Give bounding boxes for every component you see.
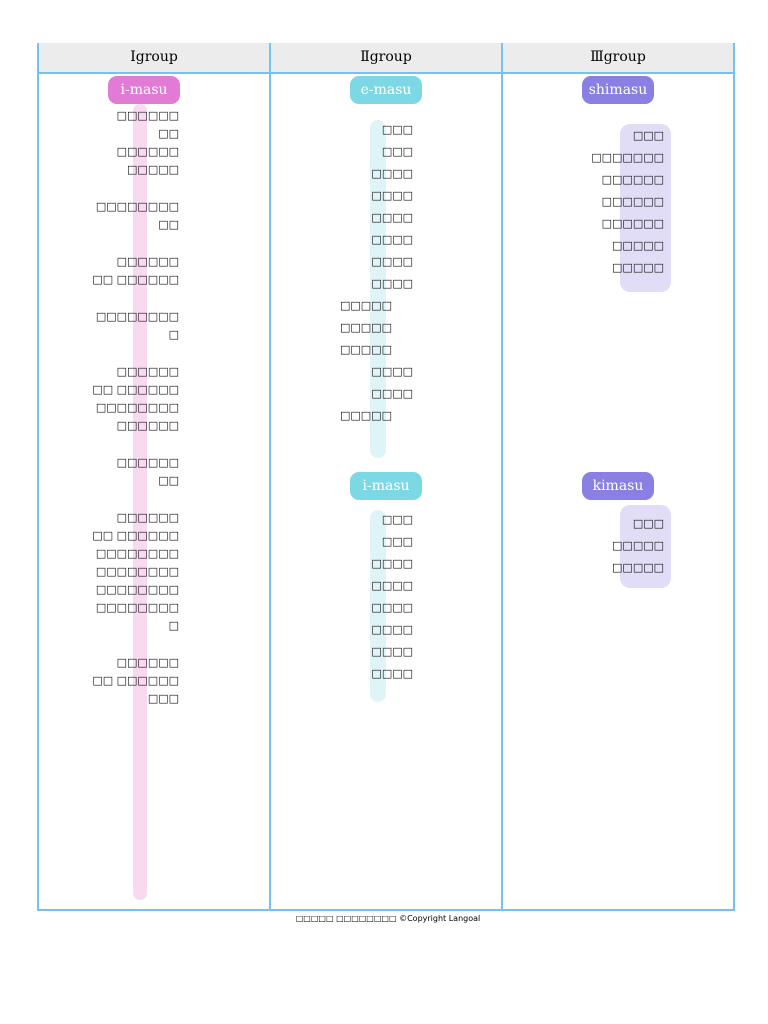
item-text: □□□□□□ (601, 217, 664, 230)
section-label: shimasu (582, 76, 654, 104)
item-text: □□□□ (371, 211, 413, 224)
item-text: □□□□□□ (116, 255, 179, 268)
item-text: □□□□ (371, 557, 413, 570)
item-text: □□□□□□ (116, 511, 179, 524)
item-text: □□□ (381, 145, 413, 158)
item-text: □□□□□ (127, 163, 179, 176)
column-header: Igroup (39, 43, 269, 74)
item-text: □□□ (381, 535, 413, 548)
item-text: □□ (158, 127, 179, 140)
item-text: □□□□□□ (601, 195, 664, 208)
item-text: □□□□□□ (116, 656, 179, 669)
item-text: □□□□□□□□ (95, 401, 179, 414)
item-text: □□□□ (371, 667, 413, 680)
item-text: □□□□□□□□ (95, 601, 179, 614)
item-text: □□□ (381, 123, 413, 136)
item-text: □□□□ (371, 233, 413, 246)
item-text: □□□ (632, 129, 664, 142)
item-text: □□□□□ (340, 321, 392, 334)
item-text: □□□□ (371, 579, 413, 592)
item-text: □□□□ (371, 645, 413, 658)
section-label: i-masu (108, 76, 180, 104)
item-text: □□□□ (371, 277, 413, 290)
item-text: □□□□□ (340, 343, 392, 356)
item-text: □□□□ (371, 601, 413, 614)
section-label: i-masu (350, 472, 422, 500)
item-text: □□□□□ (612, 239, 664, 252)
section-label: kimasu (582, 472, 654, 500)
item-text: □□□□ (371, 623, 413, 636)
item-text: □□□□□ (340, 409, 392, 422)
item-text: □ (168, 328, 179, 341)
item-text: □□□□ (371, 365, 413, 378)
item-text: □□□□ (371, 189, 413, 202)
item-text: □□□□ (371, 387, 413, 400)
section-label: e-masu (350, 76, 422, 104)
item-text: □□□□□□ (116, 145, 179, 158)
item-text: □□ (158, 218, 179, 231)
item-text: □ (168, 619, 179, 632)
highlight-bar (370, 120, 386, 458)
item-text: □□□□ (371, 167, 413, 180)
item-text: □□ □□□□□□ (92, 674, 179, 687)
highlight-bar (370, 510, 386, 702)
item-text: □□□□□ (612, 561, 664, 574)
column-header: Ⅱgroup (271, 43, 501, 74)
item-text: □□□ (381, 513, 413, 526)
item-text: □□□□□□ (116, 365, 179, 378)
footer: □□□□□ □□□□□□□□ ©Copyright Langoal (295, 914, 481, 923)
item-text: □□□□□□ (601, 173, 664, 186)
column-divider (501, 43, 503, 909)
highlight-bar (620, 124, 671, 292)
item-text: □□□□□ (340, 299, 392, 312)
item-text: □□□□□□□□ (95, 547, 179, 560)
item-text: □□□□□□□□ (95, 310, 179, 323)
column-header: Ⅲgroup (503, 43, 733, 74)
item-text: □□ (158, 474, 179, 487)
item-text: □□□□□□ (116, 109, 179, 122)
item-text: □□□□□ (612, 539, 664, 552)
item-text: □□□□□□ (116, 456, 179, 469)
item-text: □□ □□□□□□ (92, 383, 179, 396)
item-text: □□□□□□□□ (95, 200, 179, 213)
item-text: □□□ (632, 517, 664, 530)
item-text: □□□□□ (612, 261, 664, 274)
item-text: □□ □□□□□□ (92, 529, 179, 542)
item-text: □□ □□□□□□ (92, 273, 179, 286)
item-text: □□□□□□□□ (95, 565, 179, 578)
highlight-bar (620, 505, 671, 588)
item-text: □□□□□□ (116, 419, 179, 432)
highlight-bar (133, 104, 147, 900)
item-text: □□□□□□□□ (95, 583, 179, 596)
item-text: □□□□ (371, 255, 413, 268)
column-divider (269, 43, 271, 909)
item-text: □□□ (147, 692, 179, 705)
item-text: □□□□□□□ (591, 151, 664, 164)
